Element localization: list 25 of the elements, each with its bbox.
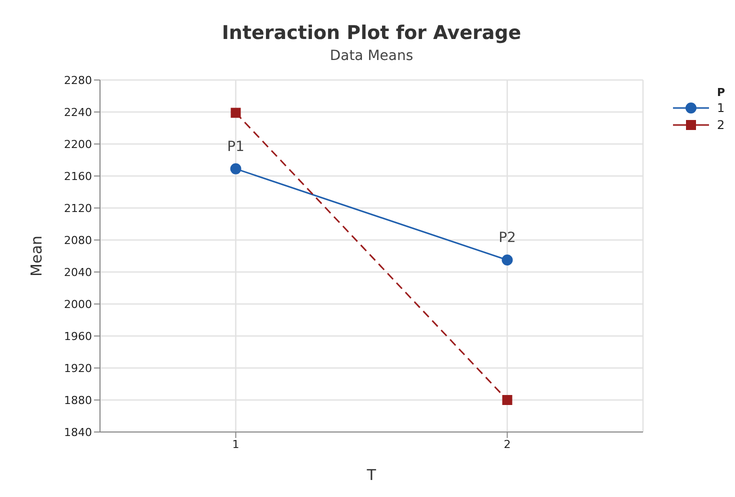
y-tick-label: 2080	[64, 234, 92, 247]
chart-subtitle: Data Means	[328, 48, 414, 64]
y-tick-label: 1880	[64, 394, 92, 407]
point	[230, 108, 241, 118]
annotation: P1	[226, 138, 246, 155]
y-tick-label: 2200	[64, 138, 92, 151]
y-tick-label: 2040	[64, 266, 92, 279]
legend-title: P	[717, 86, 726, 99]
y-tick-label: 2000	[64, 298, 92, 311]
legend-label: 1	[717, 100, 725, 114]
point	[230, 163, 242, 174]
y-tick-label: 2240	[64, 106, 92, 119]
y-axis-title: Mean	[27, 236, 46, 276]
chart-title: Interaction Plot for Average	[220, 22, 522, 44]
y-tick-label: 2160	[64, 170, 92, 183]
y-tick-label: 2120	[64, 202, 92, 215]
y-tick-label: 2280	[64, 74, 92, 87]
annotation: P2	[498, 230, 517, 246]
point	[502, 254, 513, 266]
legend-label: 2	[717, 118, 725, 132]
y-tick-label: 1920	[64, 362, 92, 375]
y-tick-label: 1960	[64, 330, 92, 343]
x-axis-title: T	[366, 466, 377, 484]
y-tick-label: 1840	[64, 426, 92, 439]
point	[502, 395, 512, 405]
